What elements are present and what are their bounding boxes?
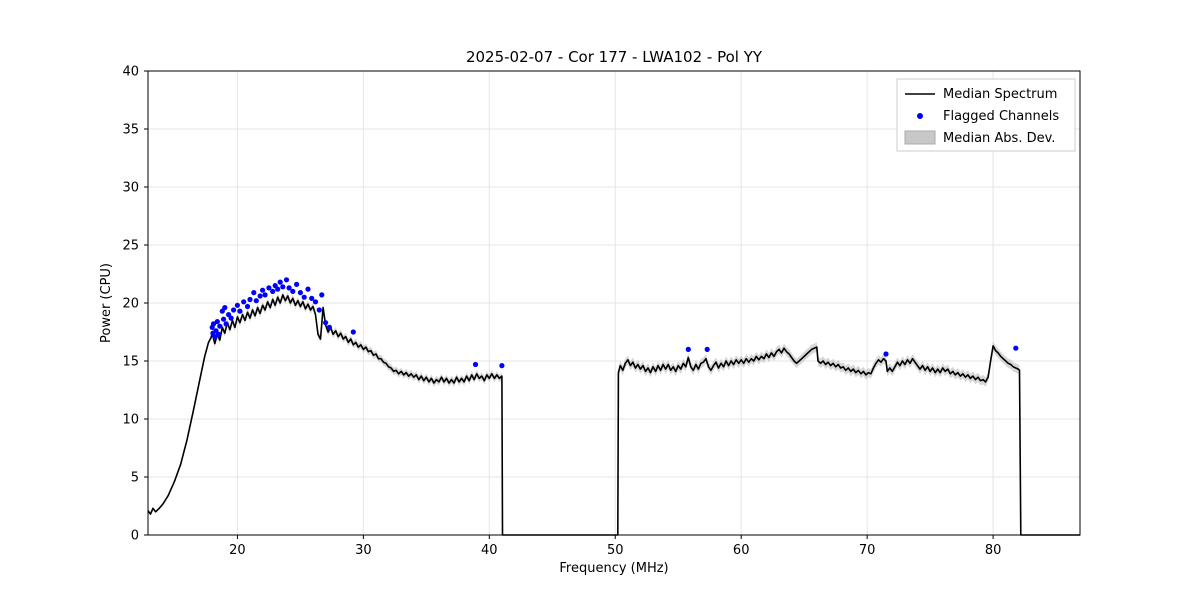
flagged-channel-dot bbox=[312, 299, 319, 305]
y-tick-label: 40 bbox=[122, 65, 139, 80]
median-spectrum-line bbox=[147, 294, 1080, 536]
x-tick-label: 50 bbox=[607, 543, 624, 558]
legend-dot-sample bbox=[917, 113, 923, 119]
flagged-channel-dot bbox=[1013, 345, 1019, 351]
y-tick-label: 15 bbox=[122, 355, 139, 370]
legend-entry-median-spectrum: Median Spectrum bbox=[905, 87, 1057, 102]
axis-ticks: 20 30 40 50 60 70 80 0 5 10 15 20 25 30 35 40 bbox=[122, 65, 1001, 559]
flagged-channel-dot bbox=[280, 284, 286, 290]
y-tick-label: 35 bbox=[122, 123, 139, 138]
flagged-channel-dot bbox=[270, 288, 276, 294]
legend-label-flagged-channels: Flagged Channels bbox=[943, 109, 1059, 124]
x-tick-label: 40 bbox=[481, 543, 498, 558]
flagged-channel-dot bbox=[260, 287, 266, 293]
flagged-channel-dot bbox=[253, 298, 259, 304]
flagged-channel-dot bbox=[883, 351, 889, 357]
flagged-channel-dot bbox=[704, 346, 710, 352]
flagged-channel-dot bbox=[234, 302, 240, 308]
flagged-channel-dot bbox=[290, 288, 296, 294]
flagged-channel-dot bbox=[297, 290, 303, 296]
flagged-channel-dot bbox=[214, 319, 220, 325]
flagged-channel-dot bbox=[323, 320, 329, 326]
flagged-channel-dot bbox=[685, 346, 691, 352]
flagged-channel-dot bbox=[217, 323, 223, 329]
flagged-channel-dot bbox=[294, 281, 300, 287]
flagged-channel-dot bbox=[301, 294, 307, 300]
flagged-channel-dot bbox=[499, 363, 505, 369]
y-axis-label: Power (CPU) bbox=[99, 263, 114, 343]
flagged-channel-dot bbox=[472, 361, 479, 368]
flagged-channel-dot bbox=[223, 321, 229, 327]
flagged-channel-dot bbox=[212, 334, 218, 340]
y-tick-label: 20 bbox=[122, 297, 139, 312]
x-tick-label: 30 bbox=[355, 543, 372, 558]
legend-entry-flagged-channels: Flagged Channels bbox=[917, 109, 1059, 124]
flagged-channel-dot bbox=[257, 293, 263, 299]
flagged-channel-dot bbox=[309, 295, 315, 301]
flagged-channel-dot bbox=[266, 285, 272, 291]
median-spectrum-path bbox=[147, 294, 1080, 536]
flagged-channel-dot bbox=[251, 290, 257, 296]
flagged-channel-dot bbox=[215, 331, 222, 337]
flagged-channel-dot bbox=[277, 279, 283, 285]
y-tick-label: 5 bbox=[131, 471, 139, 486]
flagged-channel-dot bbox=[241, 299, 247, 305]
y-tick-label: 0 bbox=[131, 529, 139, 544]
flagged-channel-dot bbox=[244, 303, 251, 310]
y-tick-label: 30 bbox=[122, 181, 139, 196]
x-axis-label: Frequency (MHz) bbox=[559, 561, 668, 576]
x-tick-label: 60 bbox=[733, 543, 750, 558]
flagged-channel-dot bbox=[228, 315, 234, 321]
flagged-channel-dot bbox=[283, 277, 290, 283]
chart-title: 2025-02-07 - Cor 177 - LWA102 - Pol YY bbox=[466, 48, 763, 66]
x-tick-label: 20 bbox=[229, 543, 246, 558]
x-tick-label: 80 bbox=[985, 543, 1002, 558]
flagged-channel-dot bbox=[316, 307, 322, 313]
x-tick-label: 70 bbox=[859, 543, 876, 558]
y-tick-label: 25 bbox=[122, 239, 139, 254]
flagged-channel-dot bbox=[326, 324, 332, 330]
flagged-channel-dot bbox=[286, 285, 292, 291]
flagged-channels-dots bbox=[209, 277, 1019, 369]
legend-label-mad: Median Abs. Dev. bbox=[943, 131, 1055, 146]
flagged-channel-dot bbox=[350, 329, 356, 335]
legend-entry-mad: Median Abs. Dev. bbox=[904, 130, 1055, 146]
flagged-channel-dot bbox=[305, 286, 311, 292]
flagged-channel-dot bbox=[210, 321, 217, 327]
flagged-channel-dot bbox=[237, 308, 243, 314]
mad-band-segment bbox=[211, 291, 502, 387]
flagged-channel-dot bbox=[319, 292, 325, 298]
mad-band-segment bbox=[618, 341, 1020, 387]
legend-patch-sample bbox=[904, 130, 936, 145]
y-tick-label: 10 bbox=[122, 413, 139, 428]
legend: Median Spectrum Flagged Channels Median … bbox=[896, 78, 1076, 152]
flagged-channel-dot bbox=[275, 286, 281, 292]
flagged-channel-dot bbox=[221, 316, 227, 322]
legend-label-median-spectrum: Median Spectrum bbox=[943, 87, 1057, 102]
flagged-channel-dot bbox=[222, 305, 228, 311]
flagged-channel-dot bbox=[247, 296, 253, 303]
flagged-channel-dot bbox=[262, 292, 268, 298]
flagged-channel-dot bbox=[231, 307, 237, 313]
